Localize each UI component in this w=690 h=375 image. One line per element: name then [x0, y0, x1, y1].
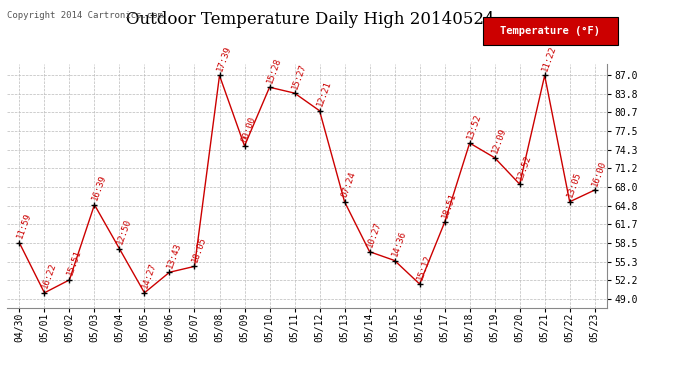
Text: 07:24: 07:24: [340, 171, 358, 199]
Text: 18:51: 18:51: [440, 191, 458, 219]
Text: 11:59: 11:59: [15, 212, 32, 240]
Text: 12:09: 12:09: [491, 127, 508, 155]
Text: 13:05: 13:05: [565, 171, 583, 199]
Text: 12:21: 12:21: [315, 80, 333, 108]
Text: 15:12: 15:12: [415, 253, 433, 281]
Text: 13:52: 13:52: [515, 153, 533, 182]
Text: 10:27: 10:27: [365, 220, 383, 249]
Text: 17:39: 17:39: [215, 44, 233, 73]
Text: 15:51: 15:51: [65, 249, 83, 277]
Text: 15:27: 15:27: [290, 62, 308, 90]
Text: 13:52: 13:52: [465, 112, 483, 140]
Text: 14:27: 14:27: [140, 262, 158, 290]
Text: 16:39: 16:39: [90, 174, 108, 202]
Text: 11:22: 11:22: [540, 44, 558, 73]
Text: Temperature (°F): Temperature (°F): [500, 26, 600, 36]
Text: 16:22: 16:22: [40, 262, 58, 290]
Text: 15:28: 15:28: [265, 56, 283, 84]
Text: 14:36: 14:36: [391, 230, 408, 258]
Text: 00:00: 00:00: [240, 115, 258, 143]
Text: 13:43: 13:43: [165, 241, 183, 270]
Text: 16:00: 16:00: [591, 159, 608, 187]
Text: 18:05: 18:05: [190, 235, 208, 264]
Text: Outdoor Temperature Daily High 20140524: Outdoor Temperature Daily High 20140524: [126, 11, 495, 28]
Text: 12:50: 12:50: [115, 217, 132, 246]
Text: Copyright 2014 Cartronics.com: Copyright 2014 Cartronics.com: [7, 11, 163, 20]
